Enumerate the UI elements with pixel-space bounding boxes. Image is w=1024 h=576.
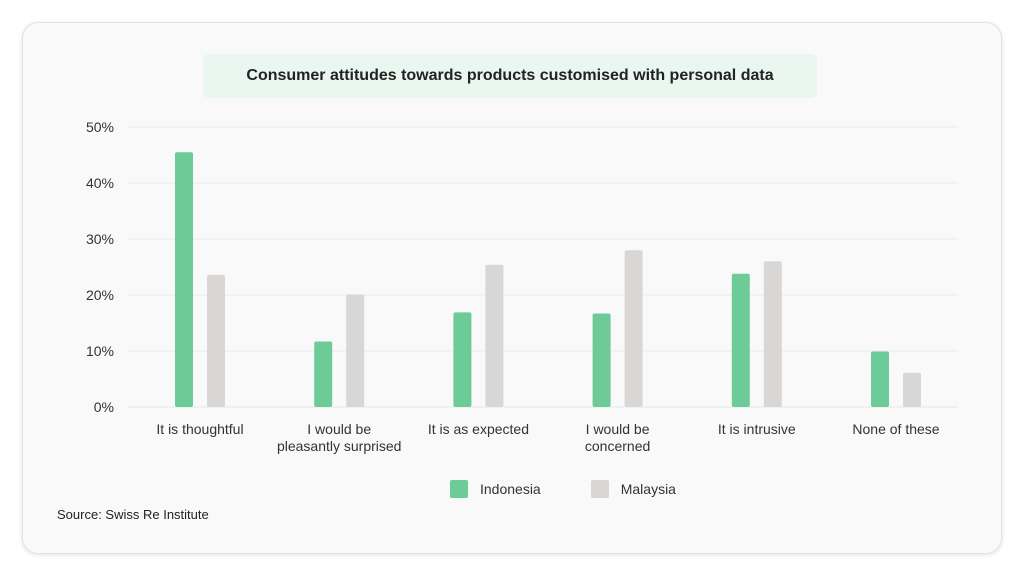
bar-indonesia [871, 351, 889, 407]
bar-indonesia [314, 341, 333, 407]
bar-malaysia [485, 264, 504, 407]
legend: Indonesia Malaysia [450, 480, 726, 498]
y-tick-label: 50% [86, 119, 114, 135]
y-tick-label: 0% [94, 399, 114, 415]
bar-indonesia [731, 273, 750, 407]
x-tick-label: None of these [852, 421, 939, 437]
bar-indonesia [175, 152, 193, 407]
legend-label-malaysia: Malaysia [620, 481, 676, 497]
legend-swatch-indonesia [450, 480, 468, 498]
chart-title: Consumer attitudes towards products cust… [203, 54, 817, 98]
x-tick-label: I would be [307, 421, 371, 437]
bar-indonesia [453, 312, 472, 407]
bar-malaysia [624, 250, 643, 407]
x-tick-label: pleasantly surprised [277, 438, 402, 454]
x-tick-label: It is intrusive [718, 421, 796, 437]
bar-indonesia [592, 313, 611, 407]
y-tick-label: 30% [86, 231, 114, 247]
bar-malaysia [903, 372, 921, 407]
legend-item-indonesia: Indonesia [450, 480, 541, 498]
source-note: Source: Swiss Re Institute [57, 507, 209, 522]
y-tick-label: 10% [86, 343, 114, 359]
bar-malaysia [207, 274, 225, 407]
legend-label-indonesia: Indonesia [480, 481, 541, 497]
legend-swatch-malaysia [590, 480, 609, 498]
y-tick-label: 40% [86, 175, 114, 191]
bar-malaysia [763, 261, 782, 407]
x-tick-label: It is thoughtful [156, 421, 243, 437]
x-tick-label: concerned [585, 438, 650, 454]
legend-item-malaysia: Malaysia [590, 480, 676, 498]
x-tick-label: It is as expected [428, 421, 529, 437]
x-tick-label: I would be [586, 421, 650, 437]
y-tick-label: 20% [86, 287, 114, 303]
bar-malaysia [346, 294, 365, 407]
